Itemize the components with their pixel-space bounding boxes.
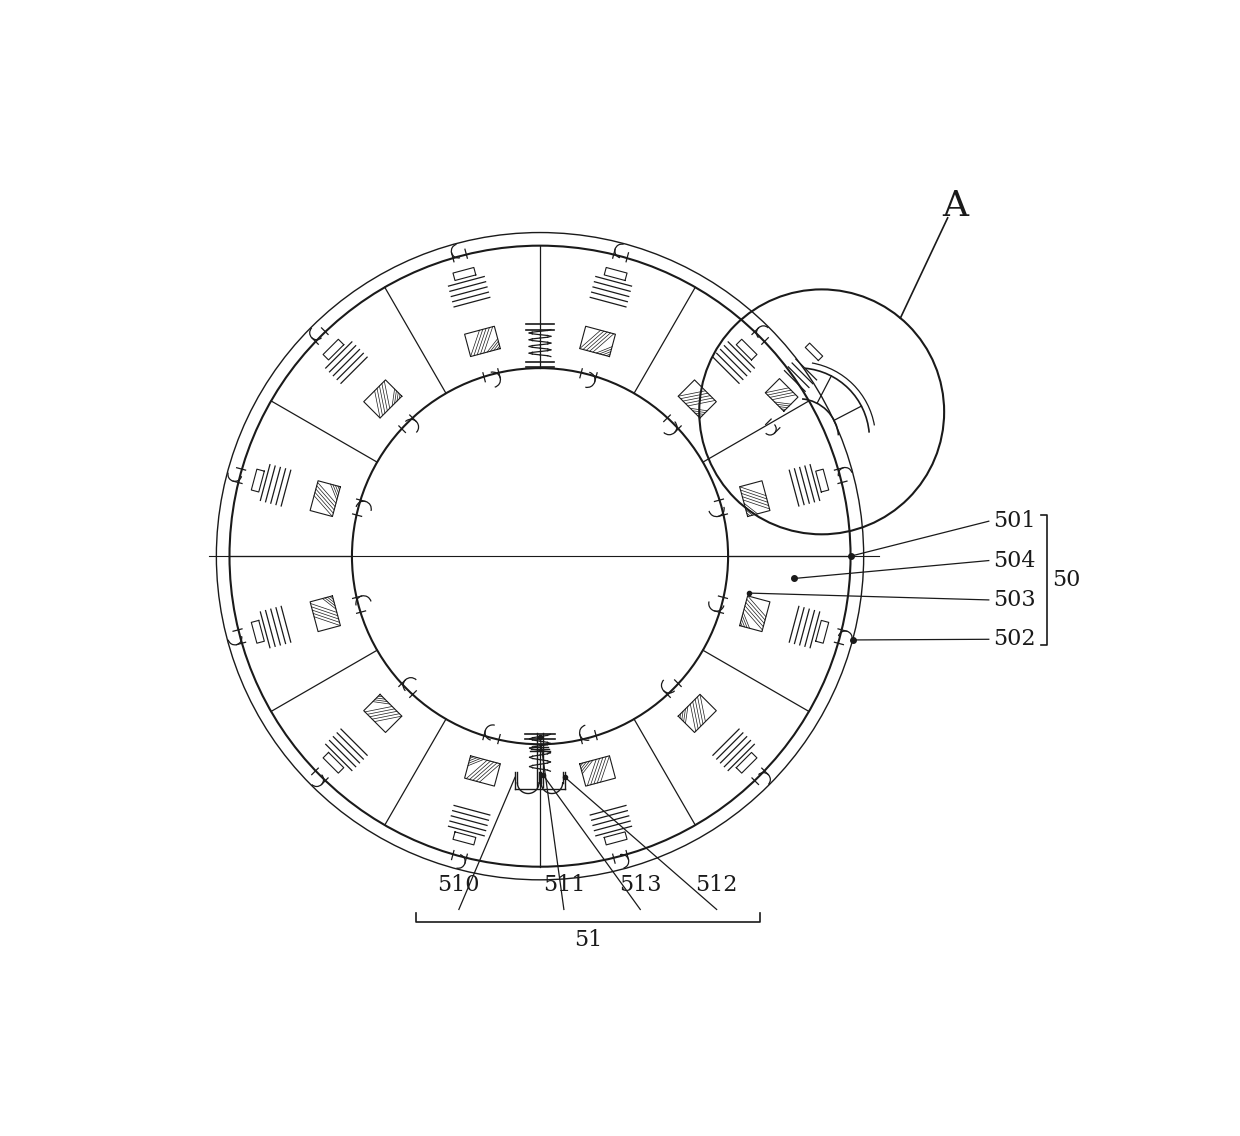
- Text: 513: 513: [619, 874, 661, 895]
- Text: 501: 501: [993, 510, 1035, 532]
- Text: 503: 503: [993, 588, 1035, 611]
- Text: 512: 512: [696, 874, 738, 895]
- Text: 502: 502: [993, 628, 1035, 650]
- Text: 50: 50: [1052, 569, 1080, 591]
- Text: 51: 51: [574, 929, 601, 952]
- Text: A: A: [942, 190, 968, 224]
- Text: 510: 510: [438, 874, 480, 895]
- Text: 504: 504: [993, 550, 1035, 571]
- Text: 511: 511: [543, 874, 585, 895]
